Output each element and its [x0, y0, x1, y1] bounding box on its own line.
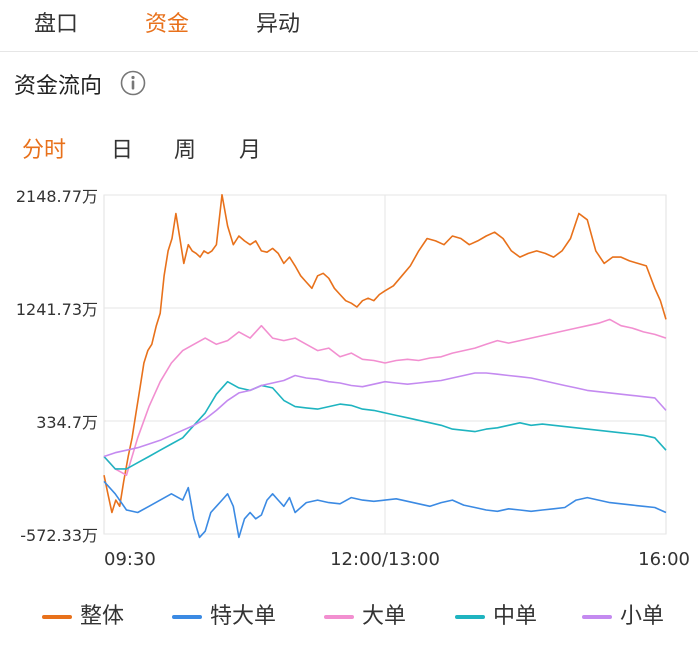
tab-yidong[interactable]: 异动 [256, 12, 301, 37]
series-line-2 [103, 318, 667, 477]
y-tick-label: 334.7万 [36, 413, 98, 432]
legend-swatch-medium [455, 615, 485, 619]
period-tab-zhou[interactable]: 周 [174, 138, 197, 163]
legend-swatch-total [42, 615, 72, 619]
legend-label-large: 大单 [362, 604, 407, 629]
x-tick-label: 09:30 [104, 549, 156, 570]
legend-label-total: 整体 [80, 604, 125, 629]
y-tick-label: 1241.73万 [16, 300, 98, 319]
top-tab-bar: 盘口 资金 异动 [0, 0, 698, 52]
section-title: 资金流向 [14, 74, 103, 99]
period-tab-ri[interactable]: 日 [111, 138, 134, 163]
y-tick-label: -572.33万 [20, 526, 98, 545]
series-line-4 [103, 372, 667, 458]
tab-pankou[interactable]: 盘口 [34, 12, 79, 37]
series-line-1 [103, 480, 667, 539]
legend-label-small: 小单 [620, 604, 665, 629]
legend-swatch-small [582, 615, 612, 619]
legend-swatch-large [324, 615, 354, 619]
tab-zijin[interactable]: 资金 [145, 12, 190, 37]
fund-flow-chart: 2148.77万 1241.73万 334.7万 -572.33万 09:30 12:00… [16, 187, 690, 570]
series-line-3 [103, 380, 667, 470]
legend-label-medium: 中单 [493, 604, 538, 629]
series-line-0 [103, 193, 667, 514]
x-tick-label: 16:00 [638, 549, 690, 570]
period-tab-fenshi[interactable]: 分时 [22, 138, 67, 163]
chart-legend: 整体 特大单 大单 中单 小单 [0, 600, 698, 634]
info-circle-icon[interactable] [120, 70, 146, 96]
y-tick-label: 2148.77万 [16, 187, 98, 206]
legend-swatch-super-large [172, 615, 202, 619]
legend-label-super-large: 特大单 [210, 604, 277, 629]
x-tick-label: 12:00/13:00 [330, 549, 440, 570]
period-tab-yue[interactable]: 月 [239, 138, 262, 163]
